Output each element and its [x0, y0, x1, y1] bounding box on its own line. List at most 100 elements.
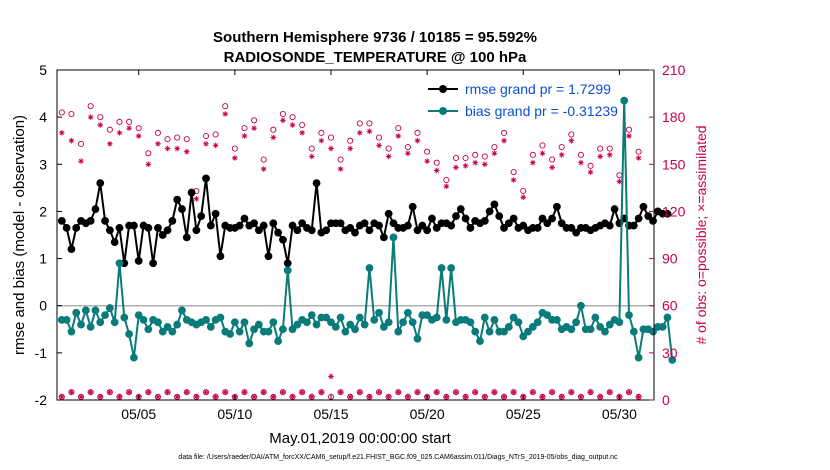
obs-assimilated-marker	[395, 133, 402, 139]
obs-assimilated-marker	[241, 133, 248, 139]
obs-possible-marker	[376, 134, 383, 141]
bias-point	[288, 325, 297, 334]
obs-assimilated-marker	[606, 152, 613, 158]
rmse-point	[62, 224, 71, 232]
obs-possible-marker	[106, 126, 113, 133]
rmse-point	[490, 200, 499, 209]
obs-assimilated-marker	[87, 114, 94, 120]
rmse-point	[91, 205, 100, 213]
obs-assimilated-marker	[587, 169, 594, 175]
series-layer	[57, 96, 677, 364]
rmse-point	[538, 214, 547, 223]
obs-possible-marker	[318, 129, 325, 136]
rmse-point	[389, 219, 398, 228]
obs-possible-marker	[491, 143, 498, 151]
x-tick-label: 05/25	[506, 406, 541, 422]
bias-point	[504, 323, 513, 331]
obs-assimilated-marker	[462, 163, 469, 169]
y-left-tick-label: 2	[39, 203, 47, 219]
obs-assimilated-marker-lower	[606, 389, 613, 395]
rmse-point	[495, 212, 504, 221]
rmse-point	[211, 209, 220, 218]
obs-assimilated-marker-lower	[395, 389, 402, 395]
x-axis: 05/05 05/10 05/15 05/20 05/25 05/30	[121, 70, 637, 422]
rmse-point	[240, 214, 249, 223]
rmse-point	[101, 216, 109, 225]
obs-assimilated-marker-lower	[164, 389, 171, 395]
plot-frame	[56, 69, 655, 401]
rmse-point	[197, 212, 206, 221]
obs-assimilated-marker	[260, 166, 267, 172]
rmse-point	[413, 226, 422, 235]
obs-assimilated-marker-lower	[183, 389, 190, 395]
obs-assimilated-marker	[424, 158, 430, 164]
obs-possible-marker	[251, 117, 258, 124]
bias-point	[67, 327, 76, 336]
obs-assimilated-marker-lower	[443, 394, 450, 400]
data-file-footnote: data file: /Users/raeder/DAI/ATM_forcXX/…	[178, 454, 618, 461]
rmse-point	[365, 226, 374, 235]
obs-possible-marker	[231, 145, 238, 152]
obs-possible-marker	[568, 131, 575, 138]
bias-point	[178, 306, 186, 315]
rmse-point	[158, 231, 167, 239]
bias-point	[615, 318, 624, 327]
obs-assimilated-marker-lower	[299, 389, 305, 395]
rmse-point	[466, 224, 475, 232]
obs-possible-marker	[164, 136, 171, 143]
obs-assimilated-marker-lower	[97, 394, 104, 400]
rmse-point	[461, 214, 470, 223]
rmse-point	[543, 219, 552, 228]
obs-possible-marker	[87, 103, 94, 110]
obs-possible-marker	[183, 136, 190, 143]
rmse-point	[610, 205, 619, 213]
obs-assimilated-marker	[78, 158, 84, 164]
obs-possible-marker	[77, 140, 85, 147]
obs-possible-marker	[154, 129, 161, 136]
bias-point	[389, 233, 398, 242]
obs-assimilated-marker	[183, 148, 190, 155]
bias-point	[120, 313, 129, 322]
bias-point	[586, 325, 595, 334]
bias-point	[601, 327, 609, 336]
bias-point	[168, 327, 177, 336]
rmse-point	[269, 219, 278, 228]
obs-assimilated-marker-lower	[405, 394, 411, 400]
bias-point	[403, 308, 412, 317]
x-tick-label: 05/20	[410, 406, 445, 422]
rmse-point	[134, 257, 143, 265]
bias-point	[466, 318, 475, 327]
obs-assimilated-marker	[145, 161, 152, 168]
bias-point	[331, 323, 340, 331]
bias-point	[216, 313, 225, 322]
bias-point	[553, 315, 561, 324]
obs-possible-marker	[222, 103, 229, 110]
obs-assimilated-marker-lower	[568, 389, 575, 395]
bias-point	[91, 306, 100, 315]
bias-point	[620, 96, 629, 105]
obs-assimilated-marker	[520, 194, 527, 201]
rmse-point	[336, 219, 345, 228]
y-left-tick-label: 3	[39, 156, 47, 172]
bias-point	[442, 315, 451, 324]
bias-point	[283, 266, 292, 275]
x-tick-label: 05/15	[313, 406, 348, 422]
rmse-point	[178, 205, 186, 213]
obs-possible-marker	[443, 176, 450, 184]
rmse-point	[149, 259, 158, 268]
rmse-point	[605, 221, 614, 230]
bias-point	[81, 306, 90, 315]
obs-assimilated-marker-lower	[597, 394, 603, 400]
rmse-point	[279, 235, 287, 244]
bias-point	[528, 323, 537, 331]
obs-assimilated-marker-lower	[328, 373, 334, 380]
rmse-point	[639, 202, 648, 211]
obs-assimilated-marker-lower	[126, 389, 132, 395]
obs-possible-marker	[472, 151, 479, 158]
rmse-point	[379, 233, 388, 242]
obs-assimilated-marker	[347, 145, 354, 152]
bias-point	[226, 330, 234, 338]
obs-assimilated-marker-lower	[78, 394, 84, 400]
obs-possible-marker	[577, 151, 584, 158]
